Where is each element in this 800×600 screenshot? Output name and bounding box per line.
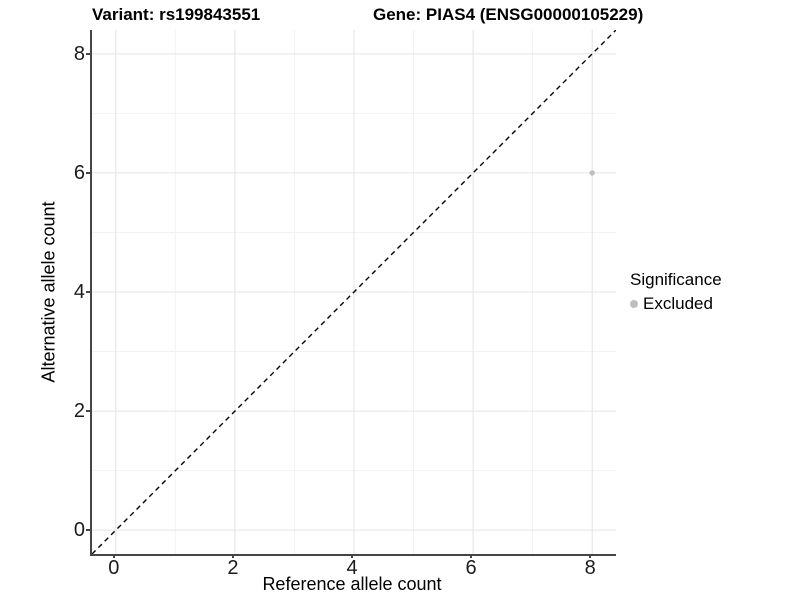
x-tick-mark [351, 554, 353, 558]
x-tick-mark [589, 554, 592, 558]
y-tick-label: 6 [73, 161, 85, 184]
y-tick-mark [86, 171, 90, 174]
y-tick-mark [86, 291, 90, 293]
identity-line [92, 30, 616, 554]
x-tick-label: 6 [465, 557, 477, 579]
x-tick-mark [231, 554, 234, 558]
legend-entry-label: Excluded [643, 294, 713, 313]
x-tick-label: 2 [227, 557, 239, 579]
plot-title-variant: Variant: rs199843551 [92, 5, 261, 24]
excluded-point-icon [630, 300, 638, 308]
panel-svg [92, 30, 616, 554]
data-point-8-6 [589, 170, 595, 176]
x-tick-mark [470, 554, 473, 558]
y-tick-mark [86, 529, 90, 532]
x-tick-label: 0 [108, 557, 120, 579]
y-tick-mark [86, 410, 90, 413]
x-tick-mark [112, 554, 115, 558]
legend-entry-excluded: Excluded [630, 294, 722, 314]
x-tick-label: 4 [346, 557, 358, 579]
y-axis-title: Alternative allele count [38, 201, 59, 383]
y-tick-mark [86, 52, 90, 55]
y-tick-label: 4 [73, 281, 85, 303]
y-tick-label: 0 [73, 519, 85, 542]
y-tick-label: 2 [73, 400, 85, 423]
y-tick-label: 8 [73, 42, 85, 65]
x-tick-label: 8 [584, 557, 596, 579]
plot-panel [90, 30, 616, 556]
x-axis-title: Reference allele count [262, 574, 442, 594]
legend: Significance Excluded [630, 270, 722, 314]
legend-title: Significance [630, 270, 722, 289]
plot-title-gene: Gene: PIAS4 (ENSG00000105229) [373, 5, 644, 24]
